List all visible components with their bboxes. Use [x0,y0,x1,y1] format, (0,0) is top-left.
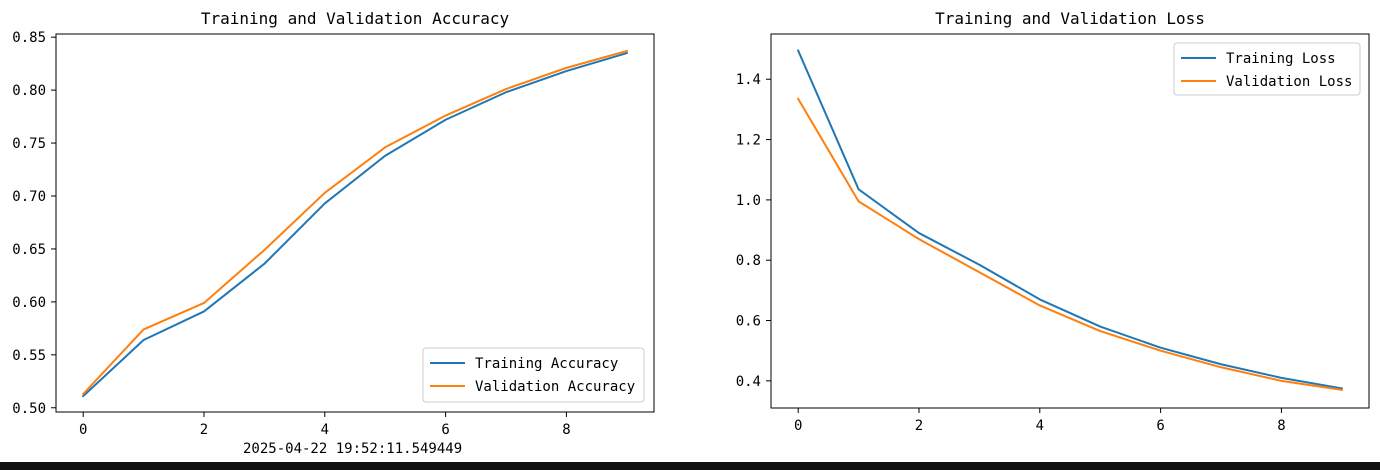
chart-title: Training and Validation Accuracy [201,9,510,28]
legend: Training Loss Validation Loss [1173,42,1361,96]
y-tick-label: 0.8 [736,253,761,269]
y-tick-label: 0.6 [736,314,761,330]
x-tick-label: 6 [1156,418,1164,434]
legend: Training Accuracy Validation Accuracy [422,347,645,403]
legend-label: Training Accuracy [475,356,618,372]
x-tick-label: 8 [1277,418,1285,434]
timestamp: 2025-04-22 19:52:11.549449 [243,441,462,457]
y-tick-label: 1.4 [736,72,761,88]
x-tick-label: 8 [562,422,570,438]
y-tick-label: 0.4 [736,374,761,390]
x-tick-label: 4 [321,422,329,438]
series-line-training [796,49,1343,390]
y-tick-label: 0.55 [12,348,46,364]
y-tick-label: 1.0 [736,193,761,209]
axes-frame [55,33,655,413]
y-tick-label: 0.60 [12,295,46,311]
y-tick-label: 1.2 [736,133,761,149]
series-line-training [81,51,629,398]
loss-chart: Training and Validation Loss 0 2 4 6 8 0.4 0.6 0… [736,9,1370,434]
y-tick-label: 0.85 [12,30,46,46]
legend-label: Validation Accuracy [475,379,635,395]
y-tick-label: 0.50 [12,401,46,417]
bottom-bar [0,462,1380,470]
y-tick-label: 0.70 [12,189,46,205]
y-tick-label: 0.65 [12,242,46,258]
accuracy-chart: Training and Validation Accuracy 0 2 4 6 8 0.5… [12,9,655,438]
x-tick-label: 6 [441,422,449,438]
x-tick-label: 0 [79,422,87,438]
legend-label: Validation Loss [1226,74,1352,90]
x-tick-label: 0 [794,418,802,434]
legend-box [422,347,645,403]
legend-box [1173,42,1361,96]
x-tick-label: 2 [915,418,923,434]
y-tick-label: 0.80 [12,83,46,99]
series-line-validation [796,97,1343,392]
x-tick-label: 2 [200,422,208,438]
y-tick-label: 0.75 [12,136,46,152]
x-tick-label: 4 [1036,418,1044,434]
series-line-validation [81,49,629,396]
chart-title: Training and Validation Loss [935,9,1205,28]
legend-label: Training Loss [1226,51,1336,67]
axes-frame [770,33,1370,409]
